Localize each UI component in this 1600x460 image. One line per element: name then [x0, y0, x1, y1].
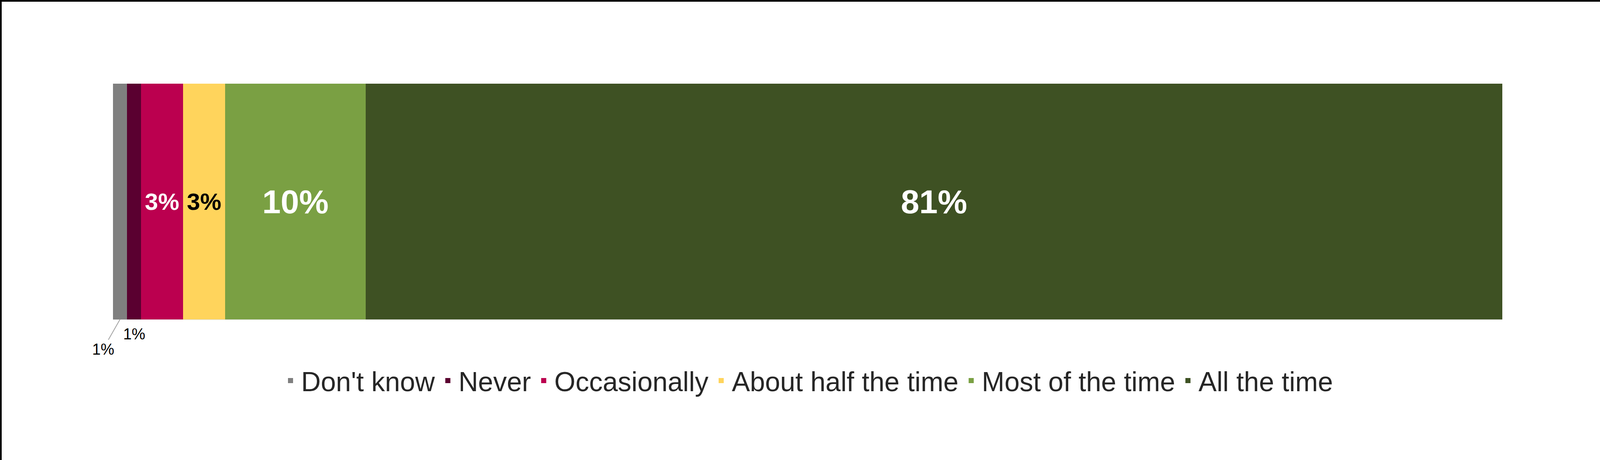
svg-text:Most of the time: Most of the time	[982, 366, 1176, 398]
svg-text:1%: 1%	[92, 340, 115, 359]
svg-text:All the time: All the time	[1198, 366, 1334, 398]
svg-text:3%: 3%	[186, 188, 222, 215]
svg-text:Never: Never	[458, 366, 531, 398]
svg-text:10%: 10%	[262, 183, 329, 221]
svg-text:About half the time: About half the time	[731, 366, 959, 398]
svg-text:Occasionally: Occasionally	[554, 366, 709, 398]
svg-text:3%: 3%	[144, 188, 180, 215]
svg-text:81%: 81%	[900, 183, 968, 221]
svg-text:1%: 1%	[123, 325, 146, 343]
svg-text:Don't know: Don't know	[301, 366, 435, 398]
